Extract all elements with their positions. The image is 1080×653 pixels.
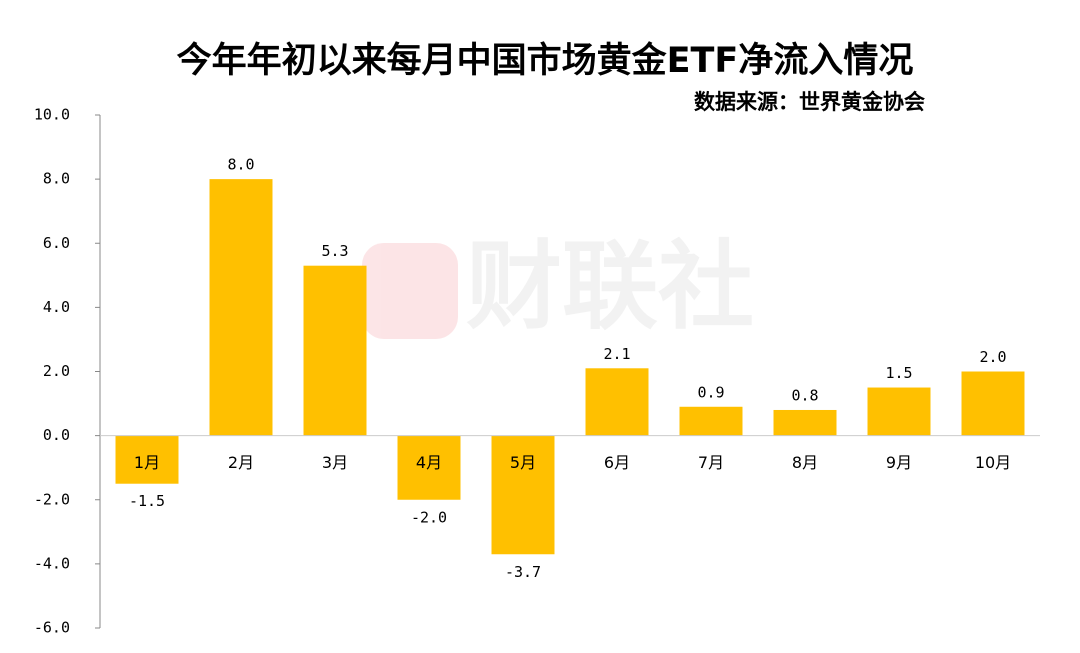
value-label: -2.0	[411, 508, 447, 526]
y-tick-label: -6.0	[34, 619, 70, 637]
x-tick-label: 9月	[886, 453, 912, 472]
bar	[679, 406, 743, 436]
chart-subtitle: 数据来源：世界黄金协会	[694, 90, 925, 114]
bar	[491, 435, 555, 555]
value-label: 2.0	[979, 348, 1006, 366]
bar	[585, 368, 649, 436]
y-tick-label: 4.0	[43, 298, 70, 316]
bar	[209, 179, 273, 436]
y-tick-label: -4.0	[34, 554, 70, 572]
bar	[961, 371, 1025, 436]
chart-title: 今年年初以来每月中国市场黄金ETF净流入情况	[177, 40, 914, 81]
y-tick-label: 6.0	[43, 234, 70, 252]
x-tick-label: 7月	[698, 453, 724, 472]
x-tick-label: 4月	[416, 453, 442, 472]
value-label: 0.8	[791, 386, 818, 404]
watermark: 财联社	[362, 230, 754, 342]
bar	[397, 435, 461, 500]
x-tick-label: 8月	[792, 453, 818, 472]
watermark-text: 财联社	[466, 230, 754, 342]
value-label: 8.0	[227, 156, 254, 174]
bar	[115, 435, 179, 484]
x-tick-label: 3月	[322, 453, 348, 472]
x-tick-label: 5月	[510, 453, 536, 472]
value-label: 2.1	[603, 345, 630, 363]
value-label: 5.3	[321, 242, 348, 260]
y-tick-label: 8.0	[43, 170, 70, 188]
bar	[303, 265, 367, 436]
bar	[867, 387, 931, 436]
y-tick-label: 2.0	[43, 362, 70, 380]
value-label: -3.7	[505, 563, 541, 581]
value-label: 1.5	[885, 364, 912, 382]
y-tick-label: 0.0	[43, 426, 70, 444]
y-tick-label: 10.0	[34, 106, 70, 124]
bar	[773, 409, 837, 436]
x-tick-label: 6月	[604, 453, 630, 472]
value-label: -1.5	[129, 492, 165, 510]
x-tick-label: 1月	[134, 453, 160, 472]
y-tick-label: -2.0	[34, 490, 70, 508]
x-tick-label: 2月	[228, 453, 254, 472]
value-label: 0.9	[697, 383, 724, 401]
x-tick-label: 10月	[975, 453, 1011, 472]
watermark-logo	[362, 243, 458, 339]
